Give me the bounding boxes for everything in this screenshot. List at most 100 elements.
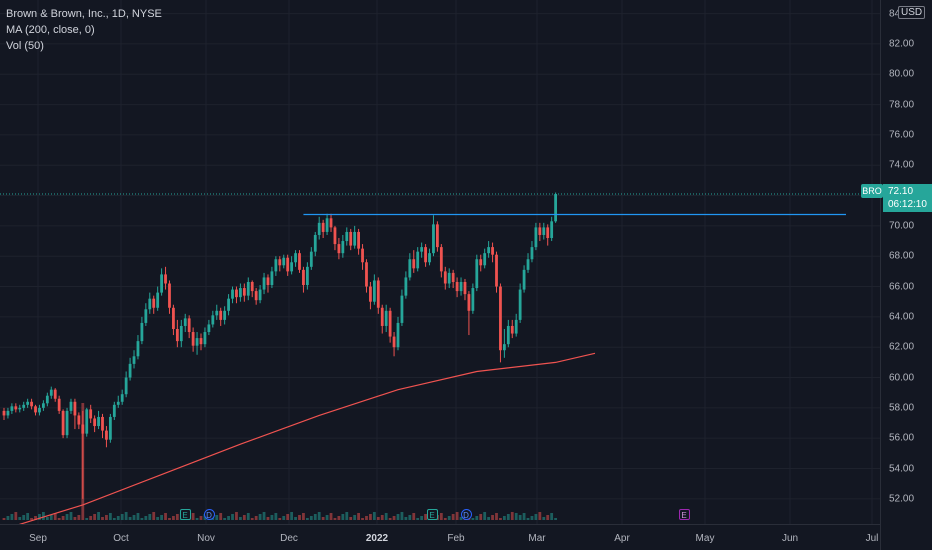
volume-bar xyxy=(6,516,10,520)
time-axis[interactable]: Sep Oct Nov Dec 2022 Feb Mar Apr May Jun Jul xyxy=(0,524,880,550)
candle-body xyxy=(333,227,337,245)
volume-bar xyxy=(388,518,392,520)
volume-bar xyxy=(353,515,357,520)
candle-body xyxy=(116,401,120,405)
volume-bar xyxy=(487,517,491,520)
volume-bar xyxy=(274,513,278,520)
dividend-marker[interactable]: D xyxy=(460,509,472,520)
volume-bar xyxy=(317,512,321,520)
volume-bar xyxy=(254,516,258,520)
volume-bar xyxy=(499,518,502,520)
time-tick-label: Nov xyxy=(197,533,215,544)
volume-bar xyxy=(298,515,301,520)
candle-body xyxy=(487,247,491,254)
time-tick-label: Apr xyxy=(614,533,630,544)
volume-bar xyxy=(408,515,412,520)
candle-body xyxy=(262,277,266,290)
price-tick-label: 56.00 xyxy=(889,432,915,444)
volume-bar xyxy=(479,514,483,520)
volume-bar xyxy=(412,513,416,520)
candle-body xyxy=(164,274,167,284)
candle-body xyxy=(156,292,160,308)
candle-body xyxy=(538,227,542,235)
volume-legend[interactable]: Vol (50) xyxy=(6,40,44,52)
volume-bar xyxy=(160,515,163,520)
price-tick-label: 74.00 xyxy=(889,159,915,171)
volume-bar xyxy=(286,514,290,520)
candle-body xyxy=(26,401,30,405)
volume-bar xyxy=(372,512,376,520)
candle-body xyxy=(550,221,554,239)
volume-bar xyxy=(136,513,140,520)
candle-body xyxy=(22,404,26,408)
volume-bar xyxy=(45,517,49,520)
candle-body xyxy=(136,341,140,357)
candle-body xyxy=(53,389,57,399)
candle-body xyxy=(506,325,510,345)
earnings-marker[interactable]: E xyxy=(678,509,690,520)
ma-legend[interactable]: MA (200, close, 0) xyxy=(6,24,95,36)
candle-body xyxy=(475,259,479,289)
candles xyxy=(2,192,557,499)
symbol-legend[interactable]: Brown & Brown, Inc., 1D, NYSE xyxy=(6,8,162,20)
volume-bar xyxy=(345,512,349,520)
candle-body xyxy=(175,328,179,342)
volume-bar xyxy=(164,513,167,520)
candle-body xyxy=(6,410,10,416)
currency-button[interactable]: USD xyxy=(898,6,926,19)
candle-body xyxy=(124,377,128,395)
price-tick-label: 78.00 xyxy=(889,99,915,111)
price-tick-label: 54.00 xyxy=(889,463,915,474)
candle-body xyxy=(372,280,376,302)
time-tick-label: May xyxy=(695,533,715,544)
earnings-marker[interactable]: E xyxy=(426,509,438,520)
volume-bar xyxy=(502,516,506,520)
candle-body xyxy=(128,363,132,378)
candle-body xyxy=(463,281,467,295)
candle-body xyxy=(266,277,270,286)
candle-body xyxy=(357,231,360,249)
volume-bar xyxy=(290,512,294,520)
volume-bar xyxy=(49,515,53,520)
volume-bar xyxy=(22,515,26,520)
candle-body xyxy=(97,416,100,427)
volume-bar xyxy=(337,516,341,520)
price-tick-label: 66.00 xyxy=(889,281,915,293)
dividend-marker[interactable]: D xyxy=(203,509,215,520)
candle-body xyxy=(510,325,514,334)
volume-bar xyxy=(404,517,408,520)
candle-body xyxy=(160,274,163,293)
candle-body xyxy=(227,298,230,311)
volume-bar xyxy=(120,514,124,520)
candle-body xyxy=(365,262,368,287)
price-chart-svg[interactable] xyxy=(0,0,880,524)
volume-bar xyxy=(77,515,81,520)
candle-body xyxy=(392,336,396,348)
candle-body xyxy=(546,227,550,239)
candle-body xyxy=(239,288,242,298)
candle-body xyxy=(81,424,85,434)
candle-body xyxy=(376,280,380,308)
candle-body xyxy=(274,259,278,272)
volume-bar xyxy=(451,514,455,520)
candle-body xyxy=(254,291,258,301)
candle-body xyxy=(542,227,546,235)
volume-bar xyxy=(459,517,463,520)
candle-body xyxy=(30,401,33,407)
time-tick-label: Dec xyxy=(280,533,298,544)
grid xyxy=(0,0,880,524)
volume-bar xyxy=(89,516,93,520)
candle-body xyxy=(518,289,522,320)
candle-body xyxy=(120,394,124,402)
candle-body xyxy=(191,332,195,346)
earnings-marker[interactable]: E xyxy=(179,509,191,520)
price-tick-label: 58.00 xyxy=(889,402,915,414)
volume-bar xyxy=(156,517,160,520)
candle-body xyxy=(105,430,108,440)
chart-area[interactable]: Brown & Brown, Inc., 1D, NYSE MA (200, c… xyxy=(0,0,880,524)
candle-body xyxy=(203,332,207,345)
price-axis[interactable]: 52.00 54.00 56.00 58.00 60.00 62.00 64.00 66.00… xyxy=(880,0,932,550)
volume-bar xyxy=(530,516,534,520)
candle-body xyxy=(14,406,18,410)
price-tick-label: 68.00 xyxy=(889,250,915,262)
